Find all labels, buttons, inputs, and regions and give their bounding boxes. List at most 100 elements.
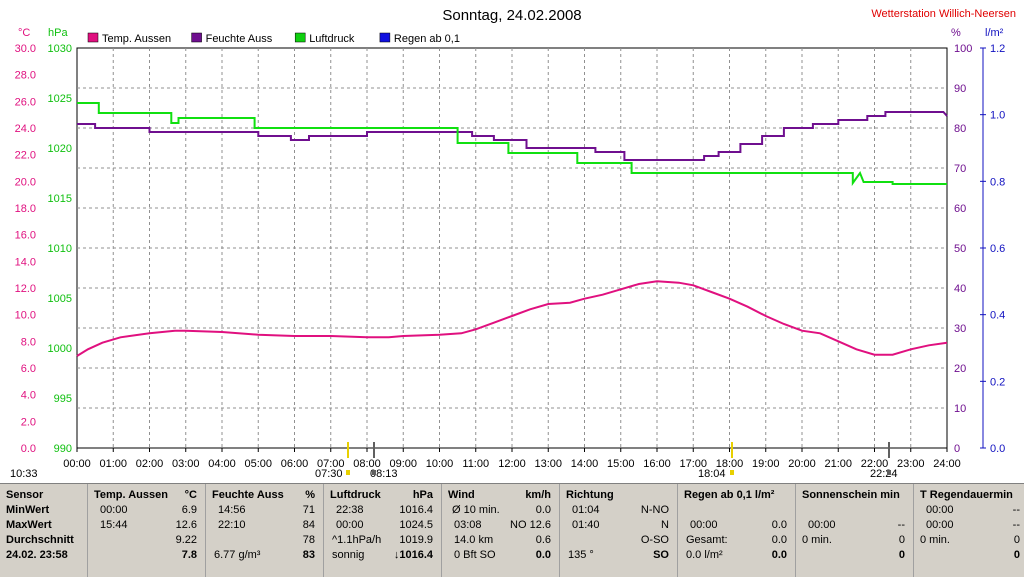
col-temp: Temp. Aussen °C 00:00 6.9 15:44 12.6 9.2… (88, 484, 206, 577)
feuchte-min-time: 14:56 (218, 504, 246, 516)
regen-current-value: 0.0 (771, 549, 787, 561)
temp-tick-1: 2.0 (21, 416, 36, 428)
col-feuchte: Feuchte Auss % 14:56 71 22:10 84 78 6.77… (206, 484, 324, 577)
sonne-total-value: 0 (898, 534, 905, 546)
feuchte-abs-value: 6.77 g/m³ (214, 549, 261, 561)
feuchte-max-value: 84 (302, 519, 315, 531)
x-tick-label-7: 07:00 (317, 458, 345, 470)
sonne-max-value: -- (897, 519, 905, 531)
richtung-row2-time: 01:40 (572, 519, 600, 531)
temp-axis-unit: °C (18, 27, 30, 39)
luftdruck-header: Luftdruck (330, 489, 381, 501)
legend-label-0: Temp. Aussen (102, 33, 171, 45)
sonne-header: Sonnenschein min (802, 489, 900, 501)
wind-distance: 14.0 km (454, 534, 494, 546)
below-axis-label-3: 18:04 (698, 468, 726, 480)
temp-tick-6: 12.0 (15, 283, 36, 295)
below-axis-label-1: 07:30 (315, 468, 343, 480)
luftdruck-min-time: 22:38 (336, 504, 364, 516)
rain-tick-6: 1.2 (990, 43, 1005, 55)
x-tick-label-8: 08:00 (353, 458, 381, 470)
pressure-tick-5: 1015 (48, 193, 72, 205)
pressure-tick-7: 1025 (48, 93, 72, 105)
sun-marker-foot-1 (372, 470, 376, 475)
regen-max-value: 0.0 (771, 519, 787, 531)
x-tick-label-22: 22:00 (861, 458, 889, 470)
feuchte-min-value: 71 (302, 504, 315, 516)
sun-marker-foot-2 (730, 470, 734, 475)
humidity-tick-3: 30 (954, 323, 966, 335)
x-tick-label-3: 03:00 (172, 458, 200, 470)
below-axis-label-2: 08:13 (370, 468, 398, 480)
rain-tick-2: 0.4 (990, 310, 1005, 322)
regendauer-total-label: 0 min. (920, 534, 950, 546)
regen-max-time: 00:00 (690, 519, 718, 531)
wind-current-value: 0.0 (535, 549, 551, 561)
x-tick-label-10: 10:00 (426, 458, 454, 470)
luftdruck-max-time: 00:00 (336, 519, 364, 531)
richtung-row2-dir: N (661, 519, 669, 531)
col-richtung: Richtung 01:04 N-NO 01:40 N O-SO 135 ° S… (560, 484, 678, 577)
wind-bft: 0 Bft SO (454, 549, 496, 561)
legend-swatch-2 (294, 32, 306, 43)
sensor-row-min: MinWert (6, 504, 50, 516)
legend-label-3: Regen ab 0,1 (394, 33, 460, 45)
luftdruck-avg-value: 1019.9 (399, 534, 433, 546)
pressure-tick-0: 990 (54, 443, 72, 455)
x-tick-label-23: 23:00 (897, 458, 925, 470)
humidity-tick-1: 10 (954, 403, 966, 415)
x-tick-label-17: 17:00 (679, 458, 707, 470)
x-tick-label-24: 24:00 (933, 458, 961, 470)
rain-tick-5: 1.0 (990, 110, 1005, 122)
below-axis-label-0: 10:33 (10, 468, 38, 480)
wind-avg-label: Ø 10 min. (452, 504, 500, 516)
regen-rate: 0.0 l/m² (686, 549, 723, 561)
col-sensor: Sensor MinWert MaxWert Durchschnitt 24.0… (0, 484, 88, 577)
col-regendauer: T Regendauermin 00:00 -- 00:00 -- 0 min.… (914, 484, 1024, 577)
x-tick-label-16: 16:00 (643, 458, 671, 470)
legend-swatch-3 (379, 32, 391, 43)
regendauer-total-value: 0 (1013, 534, 1020, 546)
luftdruck-max-value: 1024.5 (399, 519, 433, 531)
temp-tick-14: 28.0 (15, 70, 36, 82)
sonne-current-value: 0 (898, 549, 905, 561)
rain-tick-0: 0.0 (990, 443, 1005, 455)
pressure-tick-6: 1020 (48, 143, 72, 155)
richtung-current: SO (653, 549, 669, 561)
luftdruck-trend: ^1.1hPa/h (332, 534, 382, 546)
temp-current-value: 7.8 (181, 549, 197, 561)
wind-unit: km/h (525, 489, 551, 501)
rain-axis-unit: l/m² (985, 27, 1004, 39)
x-tick-label-20: 20:00 (788, 458, 816, 470)
x-tick-label-0: 00:00 (63, 458, 91, 470)
temp-tick-13: 26.0 (15, 96, 36, 108)
regendauer-current-value: 0 (1013, 549, 1020, 561)
temp-avg-value: 9.22 (175, 534, 197, 546)
sensor-row-current: 24.02. 23:58 (6, 549, 68, 561)
temp-tick-8: 16.0 (15, 230, 36, 242)
x-tick-label-18: 18:00 (716, 458, 744, 470)
col-wind: Wind km/h Ø 10 min. 0.0 03:08 NO 12.6 14… (442, 484, 560, 577)
x-tick-label-13: 13:00 (534, 458, 562, 470)
x-tick-label-19: 19:00 (752, 458, 780, 470)
temp-tick-10: 20.0 (15, 176, 36, 188)
sonne-total-label: 0 min. (802, 534, 832, 546)
series-line-temp-aussen (76, 280, 948, 357)
rain-tick-4: 0.8 (990, 176, 1005, 188)
chart-title: Sonntag, 24.02.2008 (442, 7, 581, 24)
regendauer-row1-time: 00:00 (926, 504, 954, 516)
temp-tick-2: 4.0 (21, 390, 36, 402)
chart-area: Sonntag, 24.02.2008 Wetterstation Willich… (10, 7, 1016, 480)
temp-tick-15: 30.0 (15, 43, 36, 55)
wind-header: Wind (448, 489, 475, 501)
regendauer-row1-value: -- (1012, 504, 1020, 516)
legend-label-2: Luftdruck (309, 33, 355, 45)
sensor-row-max: MaxWert (6, 519, 52, 531)
temp-tick-5: 10.0 (15, 310, 36, 322)
x-tick-label-4: 04:00 (208, 458, 236, 470)
regen-header: Regen ab 0,1 l/m² (684, 489, 775, 501)
temp-tick-12: 24.0 (15, 123, 36, 135)
luftdruck-unit: hPa (412, 489, 433, 501)
pressure-tick-3: 1005 (48, 293, 72, 305)
station-name: Wetterstation Willich-Neersen (871, 8, 1016, 20)
